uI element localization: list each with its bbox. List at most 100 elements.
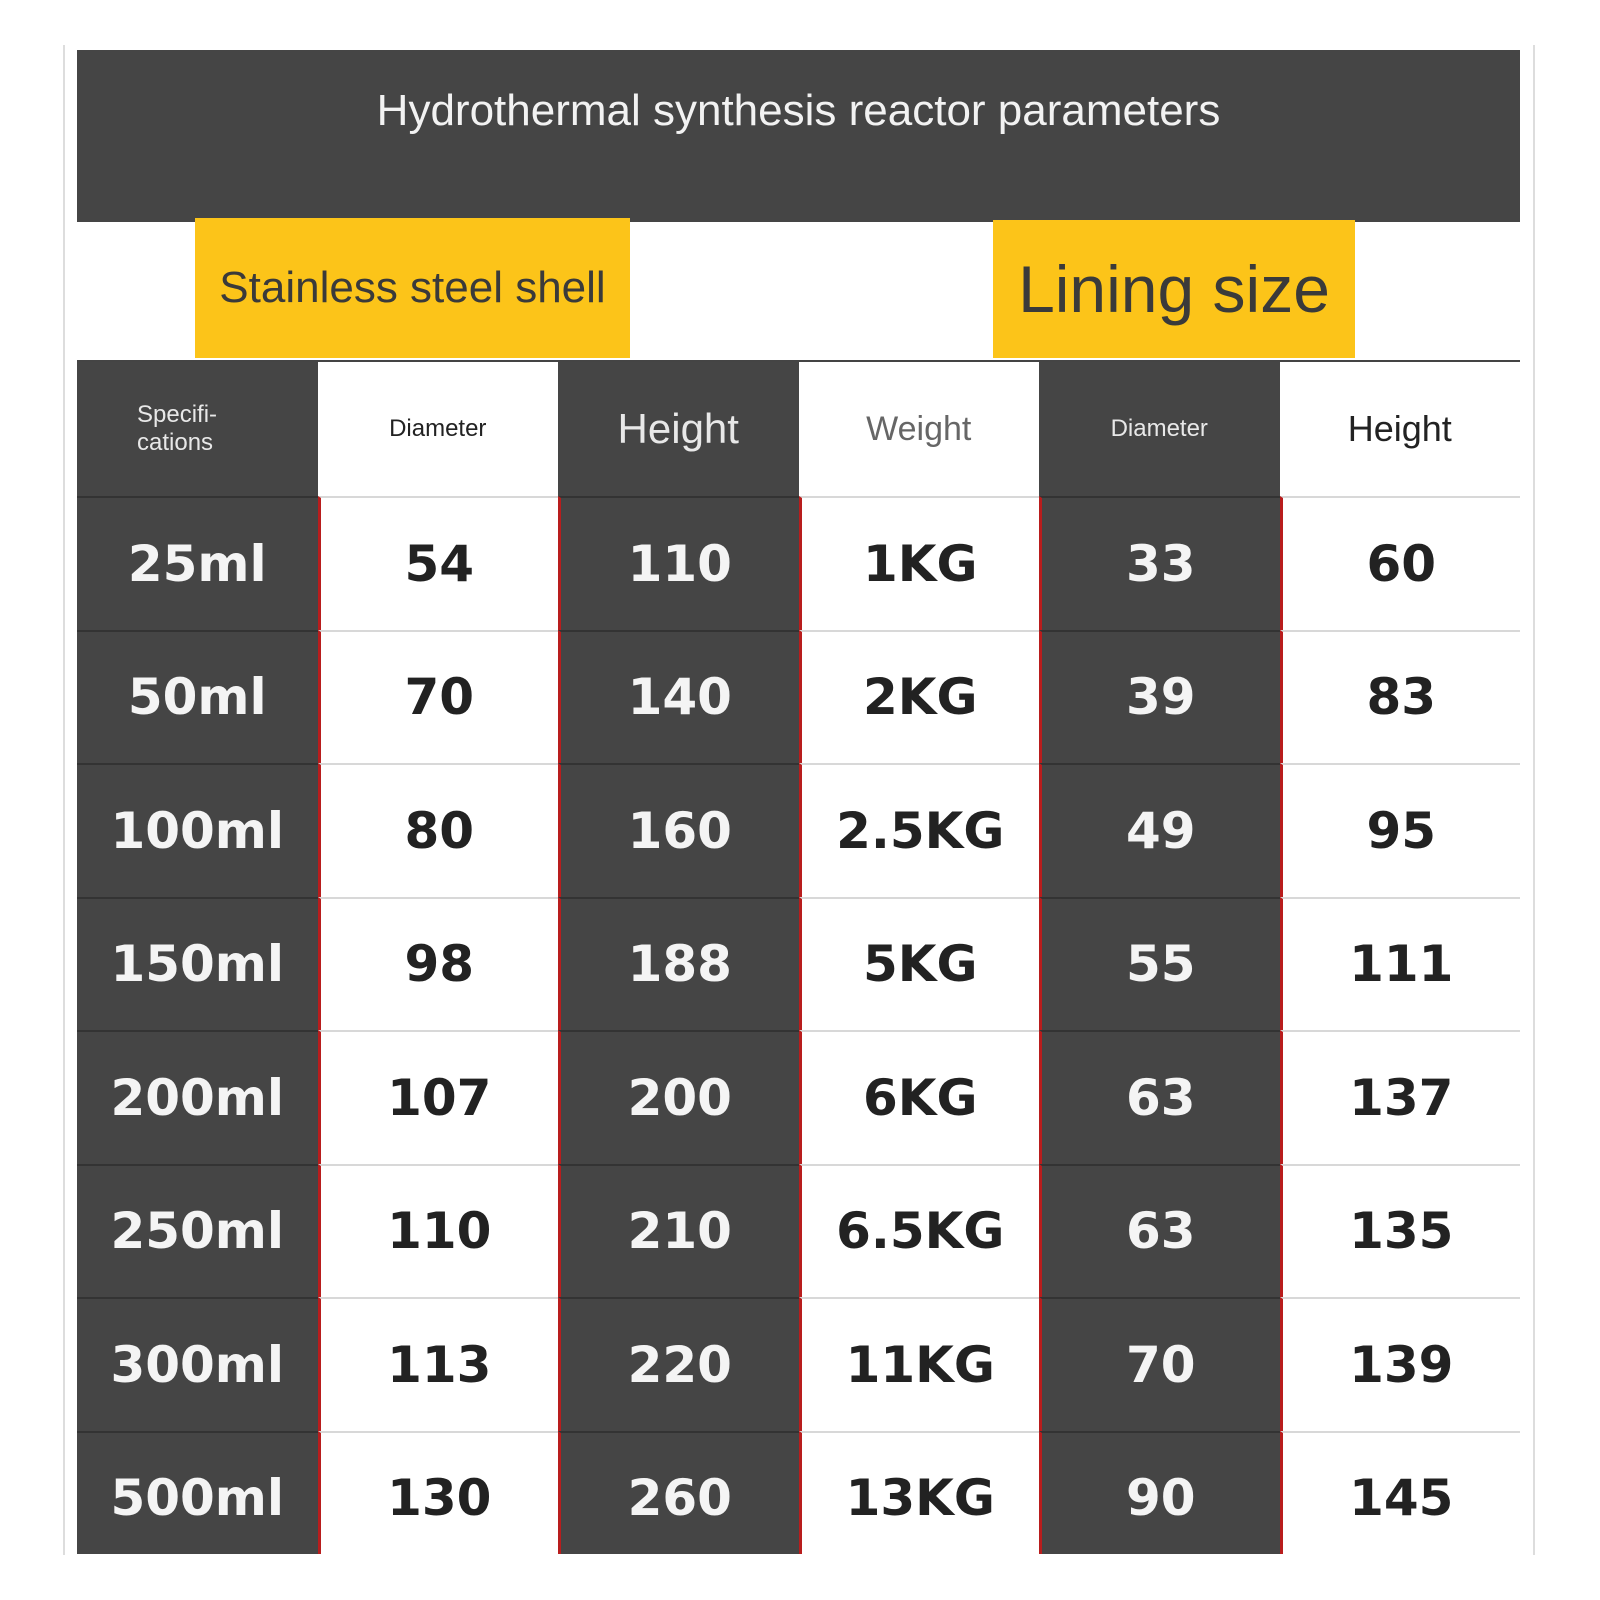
- table-cell-text: 5KG: [862, 935, 978, 994]
- table-cell-text: 63: [1125, 1068, 1196, 1127]
- table-cell-text: 54: [404, 534, 475, 593]
- table-cell: 95: [1279, 763, 1520, 897]
- table-cell: 70: [317, 629, 558, 763]
- table-cell: 55: [1039, 896, 1280, 1030]
- table-cell-text: 100ml: [110, 801, 285, 860]
- header-cell: Weight: [798, 362, 1039, 496]
- table-cell-text: 70: [1125, 1335, 1196, 1394]
- table-cell-text: 140: [627, 668, 732, 727]
- table-cell: 5KG: [798, 896, 1039, 1030]
- page-border: [1533, 45, 1535, 1555]
- table-cell-text: 70: [404, 668, 475, 727]
- table-cell-text: 90: [1125, 1469, 1196, 1528]
- table-cell-text: 95: [1366, 801, 1437, 860]
- lining-label: Lining size: [993, 220, 1355, 358]
- table-cell: 188: [558, 896, 799, 1030]
- table-cell-text: 33: [1125, 534, 1196, 593]
- spec-table: Specifi- cations Diameter Height Weight Diam…: [77, 360, 1520, 1554]
- table-cell-text: 200: [627, 1068, 732, 1127]
- table-cell: 63: [1039, 1163, 1280, 1297]
- header-cell-text: Height: [1347, 408, 1452, 449]
- table-cell: 49: [1039, 763, 1280, 897]
- table-cell-text: 2KG: [862, 668, 978, 727]
- table-cell: 63: [1039, 1030, 1280, 1164]
- table-cell-text: 113: [387, 1335, 492, 1394]
- header-cell-text: Specifi- cations: [137, 401, 218, 456]
- table-cell-text: 210: [627, 1202, 732, 1261]
- header-cell: Height: [558, 362, 799, 496]
- header-cell: Specifi- cations: [77, 362, 318, 496]
- table-cell: 98: [317, 896, 558, 1030]
- header-cell: Diameter: [317, 362, 558, 496]
- table-cell: 260: [558, 1430, 799, 1554]
- table-cell: 54: [317, 496, 558, 630]
- table-cell: 140: [558, 629, 799, 763]
- table-cell: 220: [558, 1297, 799, 1431]
- table-cell: 145: [1279, 1430, 1520, 1554]
- table-cell: 6KG: [798, 1030, 1039, 1164]
- table-cell-text: 110: [387, 1202, 492, 1261]
- table-cell: 6.5KG: [798, 1163, 1039, 1297]
- table-cell-text: 110: [627, 534, 732, 593]
- page-border: [63, 45, 65, 1555]
- table-cell: 200: [558, 1030, 799, 1164]
- table-cell: 13KG: [798, 1430, 1039, 1554]
- table-cell: 250ml: [77, 1163, 318, 1297]
- table-cell-text: 80: [404, 801, 475, 860]
- table-cell-text: 63: [1125, 1202, 1196, 1261]
- table-cell: 111: [1279, 896, 1520, 1030]
- table-cell-text: 135: [1349, 1202, 1454, 1261]
- table-cell-text: 260: [627, 1469, 732, 1528]
- table-cell: 39: [1039, 629, 1280, 763]
- table-cell-text: 220: [627, 1335, 732, 1394]
- table-cell-text: 60: [1366, 534, 1437, 593]
- table-cell: 60: [1279, 496, 1520, 630]
- table-cell: 70: [1039, 1297, 1280, 1431]
- table-cell-text: 111: [1349, 935, 1454, 994]
- table-cell: 210: [558, 1163, 799, 1297]
- shell-label: Stainless steel shell: [195, 218, 630, 358]
- table-cell: 137: [1279, 1030, 1520, 1164]
- table-cell-text: 1KG: [862, 534, 978, 593]
- header-cell-text: Weight: [866, 409, 972, 448]
- shell-label-text: Stainless steel shell: [219, 263, 606, 312]
- table-cell: 139: [1279, 1297, 1520, 1431]
- table-cell: 50ml: [77, 629, 318, 763]
- title: Hydrothermal synthesis reactor parameter…: [376, 86, 1221, 135]
- table-cell: 33: [1039, 496, 1280, 630]
- table-cell: 150ml: [77, 896, 318, 1030]
- lining-label-text: Lining size: [1018, 252, 1330, 326]
- table-cell-text: 130: [387, 1469, 492, 1528]
- header-cell: Height: [1279, 362, 1520, 496]
- table-cell-text: 49: [1125, 801, 1196, 860]
- header-cell-text: Height: [617, 405, 739, 452]
- table-cell: 2KG: [798, 629, 1039, 763]
- table-cell-text: 98: [404, 935, 475, 994]
- table-cell-text: 6.5KG: [836, 1202, 1005, 1261]
- table-cell-text: 250ml: [110, 1202, 285, 1261]
- table-cell-text: 145: [1349, 1469, 1454, 1528]
- table-cell: 1KG: [798, 496, 1039, 630]
- table-cell: 130: [317, 1430, 558, 1554]
- table-cell: 135: [1279, 1163, 1520, 1297]
- header-cell-text: Diameter: [389, 415, 487, 442]
- table-cell-text: 150ml: [110, 935, 285, 994]
- table-cell: 160: [558, 763, 799, 897]
- table-cell-text: 39: [1125, 668, 1196, 727]
- table-cell-text: 188: [627, 935, 732, 994]
- table-cell: 25ml: [77, 496, 318, 630]
- table-cell-text: 160: [627, 801, 732, 860]
- table-cell-text: 500ml: [110, 1469, 285, 1528]
- table-cell: 200ml: [77, 1030, 318, 1164]
- header-cell-text: Diameter: [1110, 415, 1208, 442]
- table-cell: 107: [317, 1030, 558, 1164]
- table-cell-text: 107: [387, 1068, 492, 1127]
- table-cell-text: 139: [1349, 1335, 1454, 1394]
- table-cell: 110: [317, 1163, 558, 1297]
- table-cell-text: 55: [1125, 935, 1196, 994]
- table-cell: 83: [1279, 629, 1520, 763]
- table-cell: 300ml: [77, 1297, 318, 1431]
- title-bar: Hydrothermal synthesis reactor parameter…: [77, 50, 1520, 222]
- table-cell: 90: [1039, 1430, 1280, 1554]
